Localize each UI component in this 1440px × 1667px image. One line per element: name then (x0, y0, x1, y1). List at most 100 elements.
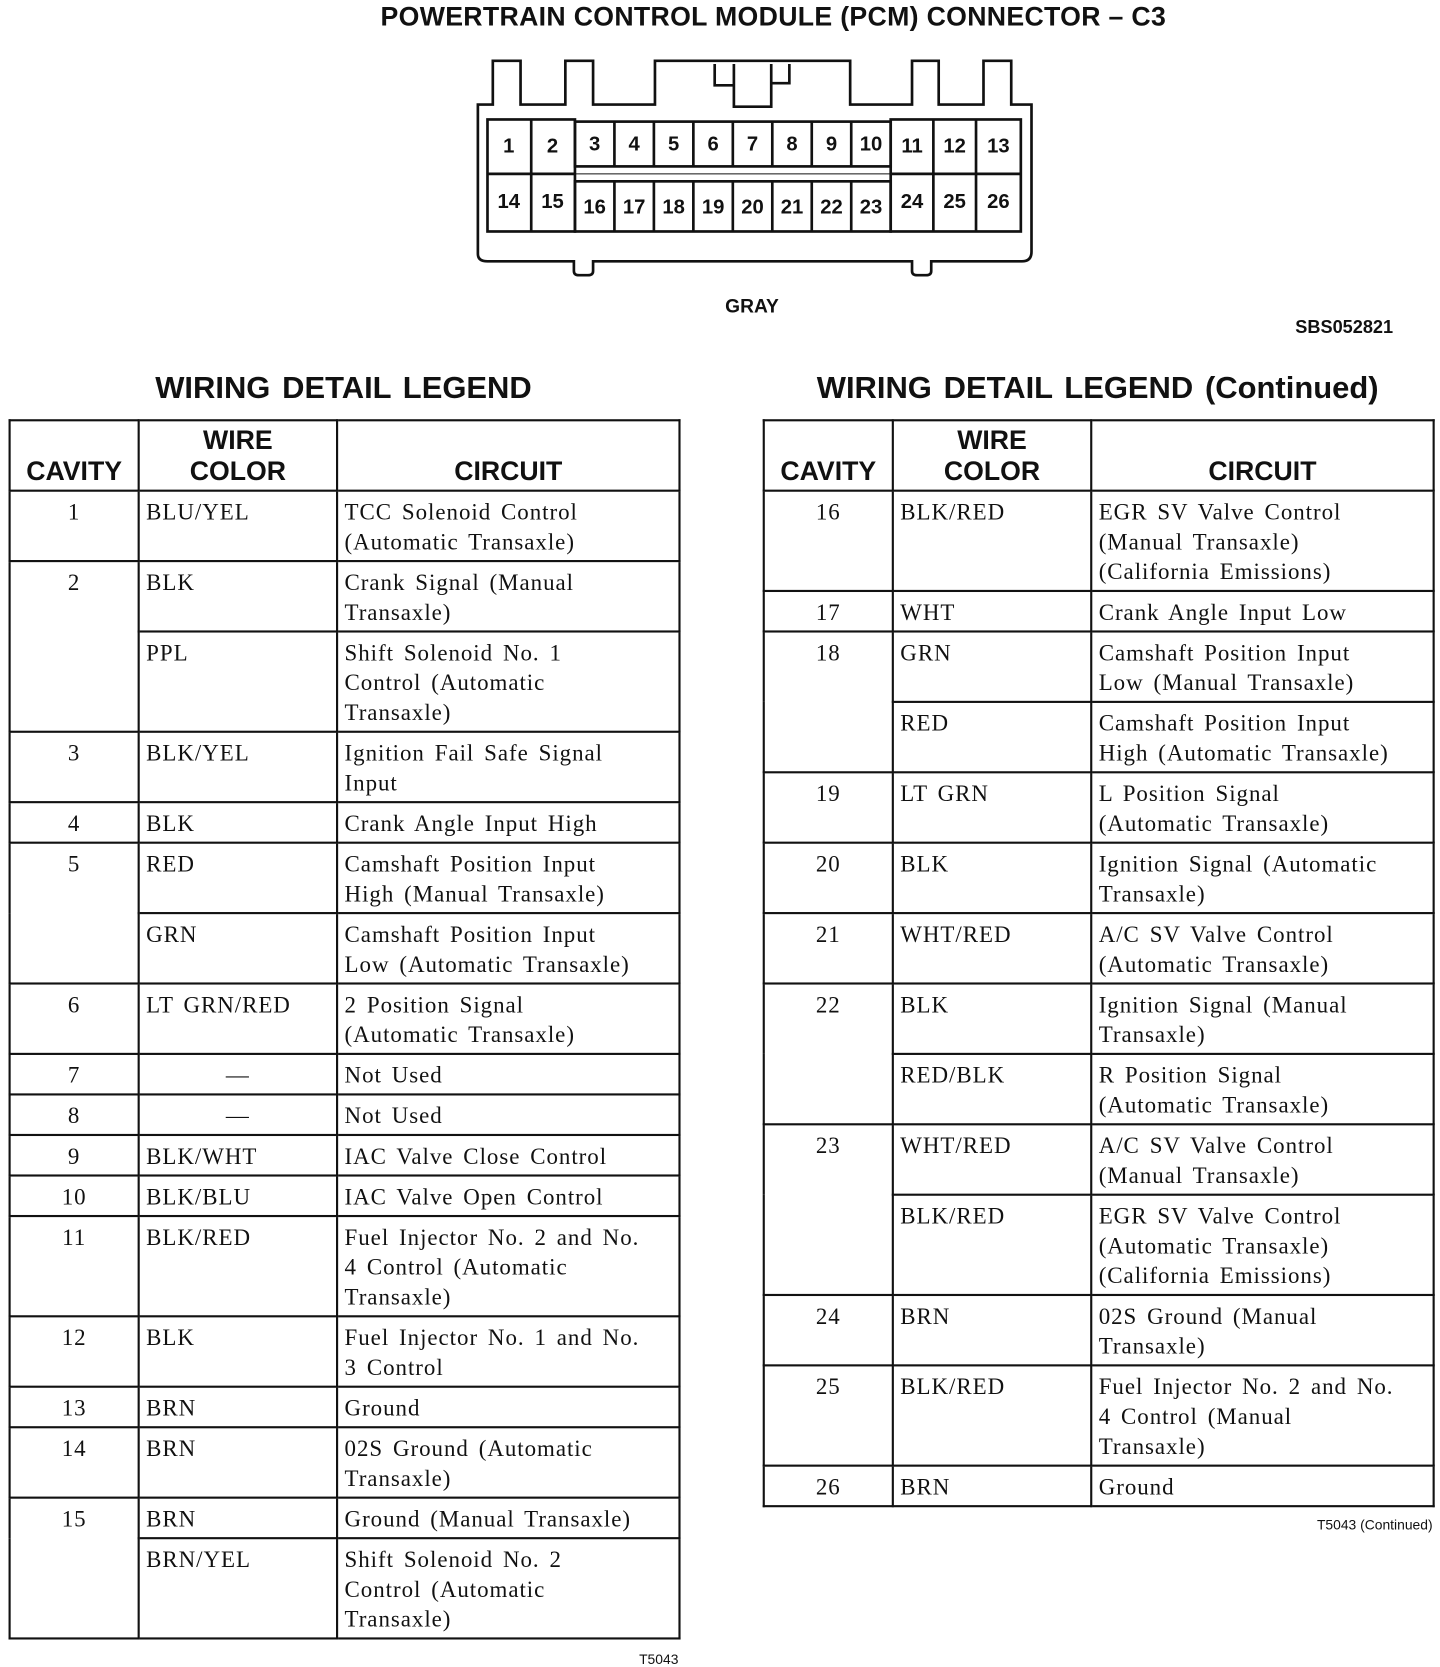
cavity-number: 15 (541, 191, 564, 213)
wire-color-cell: LT GRN/RED (137, 982, 339, 1055)
wire-color-cell: RED (137, 841, 339, 915)
wire-color-cell: — (137, 1093, 339, 1137)
legend-title-continued: WIRING DETAIL LEGEND (Continued) (816, 371, 1379, 406)
table-row: 14 BRN 02S Ground (Automatic Transaxle) (8, 1426, 681, 1499)
header-cavity: CAVITY (762, 419, 894, 492)
wire-color-cell: BLK (137, 801, 339, 844)
table-row: 10 BLK/BLU IAC Valve Open Control (8, 1174, 681, 1218)
table-row: 13 BRN Ground (8, 1385, 681, 1429)
header-wire-color: WIRE COLOR (137, 419, 339, 492)
cavity-number: 14 (498, 191, 521, 213)
cavity-number: 21 (781, 196, 804, 218)
wire-color-cell: BLK (891, 841, 1093, 915)
circuit-cell: IAC Valve Open Control (336, 1174, 681, 1218)
wire-color-cell: BRN (137, 1496, 339, 1540)
wire-color-cell: BLK/WHT (137, 1133, 339, 1177)
table-row: 15 BRN Ground (Manual Transaxle) (8, 1496, 681, 1640)
cavity-number: 19 (702, 196, 725, 218)
wire-color-cell: BRN (891, 1464, 1093, 1508)
cavity-number: 5 (668, 133, 679, 155)
wiring-legend-table-continued: CAVITY WIRE COLOR CIRCUIT 16 BLK/RED EGR S… (762, 419, 1435, 1508)
circuit-cell: TCC Solenoid Control (Automatic Transaxl… (336, 489, 681, 563)
table-row: 4 BLK Crank Angle Input High (8, 801, 681, 844)
cavity-number: 25 (943, 191, 966, 213)
cavity-number: 1 (503, 136, 514, 158)
cavity-number: 8 (786, 133, 797, 155)
circuit-cell: R Position Signal (Automatic Transaxle) (1090, 1052, 1435, 1126)
wire-color-cell: LT GRN (891, 771, 1093, 844)
circuit-cell: Shift Solenoid No. 1 Control (Automatic … (336, 630, 681, 733)
table-row: RED/BLK R Position Signal (Automatic Tran… (764, 1052, 1435, 1126)
cavity-number: 11 (901, 136, 922, 158)
table-row: 9 BLK/WHT IAC Valve Close Control (8, 1133, 681, 1177)
wire-color-cell: BLK/BLU (137, 1174, 339, 1218)
wire-color-cell: BRN/YEL (137, 1537, 339, 1640)
cavity-cell: 14 (8, 1426, 140, 1499)
table-row: 24 BRN 02S Ground (Manual Transaxle) (762, 1293, 1435, 1367)
wire-color-cell: BLU/YEL (137, 489, 339, 563)
wire-color-cell: RED/BLK (891, 1052, 1093, 1126)
wire-color-cell: BLK/RED (891, 1364, 1093, 1467)
cavity-cell: 17 (762, 589, 894, 633)
circuit-cell: Ground (1090, 1464, 1435, 1508)
table-row: 26 BRN Ground (762, 1464, 1435, 1508)
cavity-cell: 20 (762, 841, 894, 915)
cavity-cell: 18 (762, 630, 894, 774)
circuit-cell: A/C SV Valve Control (Manual Transaxle) (1090, 1123, 1435, 1196)
cavity-cell: 16 (762, 489, 894, 593)
table-row: 1 BLU/YEL TCC Solenoid Control (Automatic … (8, 489, 681, 563)
table-footnote: T5043 (639, 1651, 679, 1667)
wire-color-cell: GRN (891, 630, 1093, 703)
circuit-cell: Camshaft Position Input High (Manual Tra… (336, 841, 681, 915)
table-row: GRN Camshaft Position Input Low (Automati… (10, 912, 681, 985)
table-row: BRN/YEL Shift Solenoid No. 2 Control (Aut… (10, 1537, 681, 1640)
cavity-number: 13 (987, 136, 1010, 158)
cavity-number: 6 (707, 133, 718, 155)
circuit-cell: Not Used (336, 1052, 681, 1096)
table-row: BLK/RED EGR SV Valve Control (Automatic T… (764, 1193, 1435, 1297)
wire-color-cell: RED (891, 700, 1093, 774)
wire-color-cell: — (137, 1052, 339, 1096)
wire-color-cell: BRN (891, 1293, 1093, 1367)
circuit-cell: 02S Ground (Manual Transaxle) (1090, 1293, 1435, 1367)
table-header-row: CAVITY WIRE COLOR CIRCUIT (762, 419, 1435, 492)
wire-color-cell: BRN (137, 1385, 339, 1429)
cavity-number: 26 (987, 191, 1010, 213)
cavity-cell: 22 (762, 982, 894, 1126)
table-row: RED Camshaft Position Input High (Automat… (764, 700, 1435, 774)
figure-id: SBS052821 (1295, 316, 1394, 338)
cavity-number: 9 (826, 133, 837, 155)
wire-color-cell: BRN (137, 1426, 339, 1499)
cavity-cell: 19 (762, 771, 894, 844)
cavity-cell: 12 (8, 1315, 140, 1388)
circuit-cell: Crank Angle Input Low (1090, 589, 1435, 633)
circuit-cell: 2 Position Signal (Automatic Transaxle) (336, 982, 681, 1055)
page-title: POWERTRAIN CONTROL MODULE (PCM) CONNECTO… (380, 2, 1167, 33)
cavity-number: 16 (583, 196, 606, 218)
table-row: 23 WHT/RED A/C SV Valve Control (Manual Tr… (762, 1123, 1435, 1297)
circuit-cell: Camshaft Position Input High (Automatic … (1090, 700, 1435, 774)
table-row: 7— Not Used (8, 1052, 681, 1096)
table-footnote-continued: T5043 (Continued) (1316, 1516, 1433, 1533)
table-row: 3 BLK/YEL Ignition Fail Safe Signal Input (8, 730, 681, 804)
circuit-cell: Ground (336, 1385, 681, 1429)
circuit-cell: 02S Ground (Automatic Transaxle) (336, 1426, 681, 1499)
circuit-cell: Ground (Manual Transaxle) (336, 1496, 681, 1540)
cavity-cell: 21 (762, 912, 894, 985)
cavity-number: 22 (820, 196, 843, 218)
wire-color-cell: WHT/RED (891, 1123, 1093, 1196)
cavity-cell: 6 (8, 982, 140, 1055)
cavity-number: 7 (747, 133, 758, 155)
circuit-cell: Crank Signal (Manual Transaxle) (336, 560, 681, 633)
circuit-cell: L Position Signal (Automatic Transaxle) (1090, 771, 1435, 844)
cavity-cell: 8 (8, 1093, 140, 1137)
connector-color-label: GRAY (725, 295, 779, 317)
header-circuit: CIRCUIT (336, 419, 681, 492)
cavity-number: 24 (901, 191, 924, 213)
wire-color-cell: BLK/YEL (137, 730, 339, 804)
table-row: 19 LT GRN L Position Signal (Automatic Tra… (762, 771, 1435, 844)
cavity-cell: 2 (8, 560, 140, 733)
cavity-cell: 24 (762, 1293, 894, 1367)
table-row: 6 LT GRN/RED 2 Position Signal (Automatic … (8, 982, 681, 1055)
